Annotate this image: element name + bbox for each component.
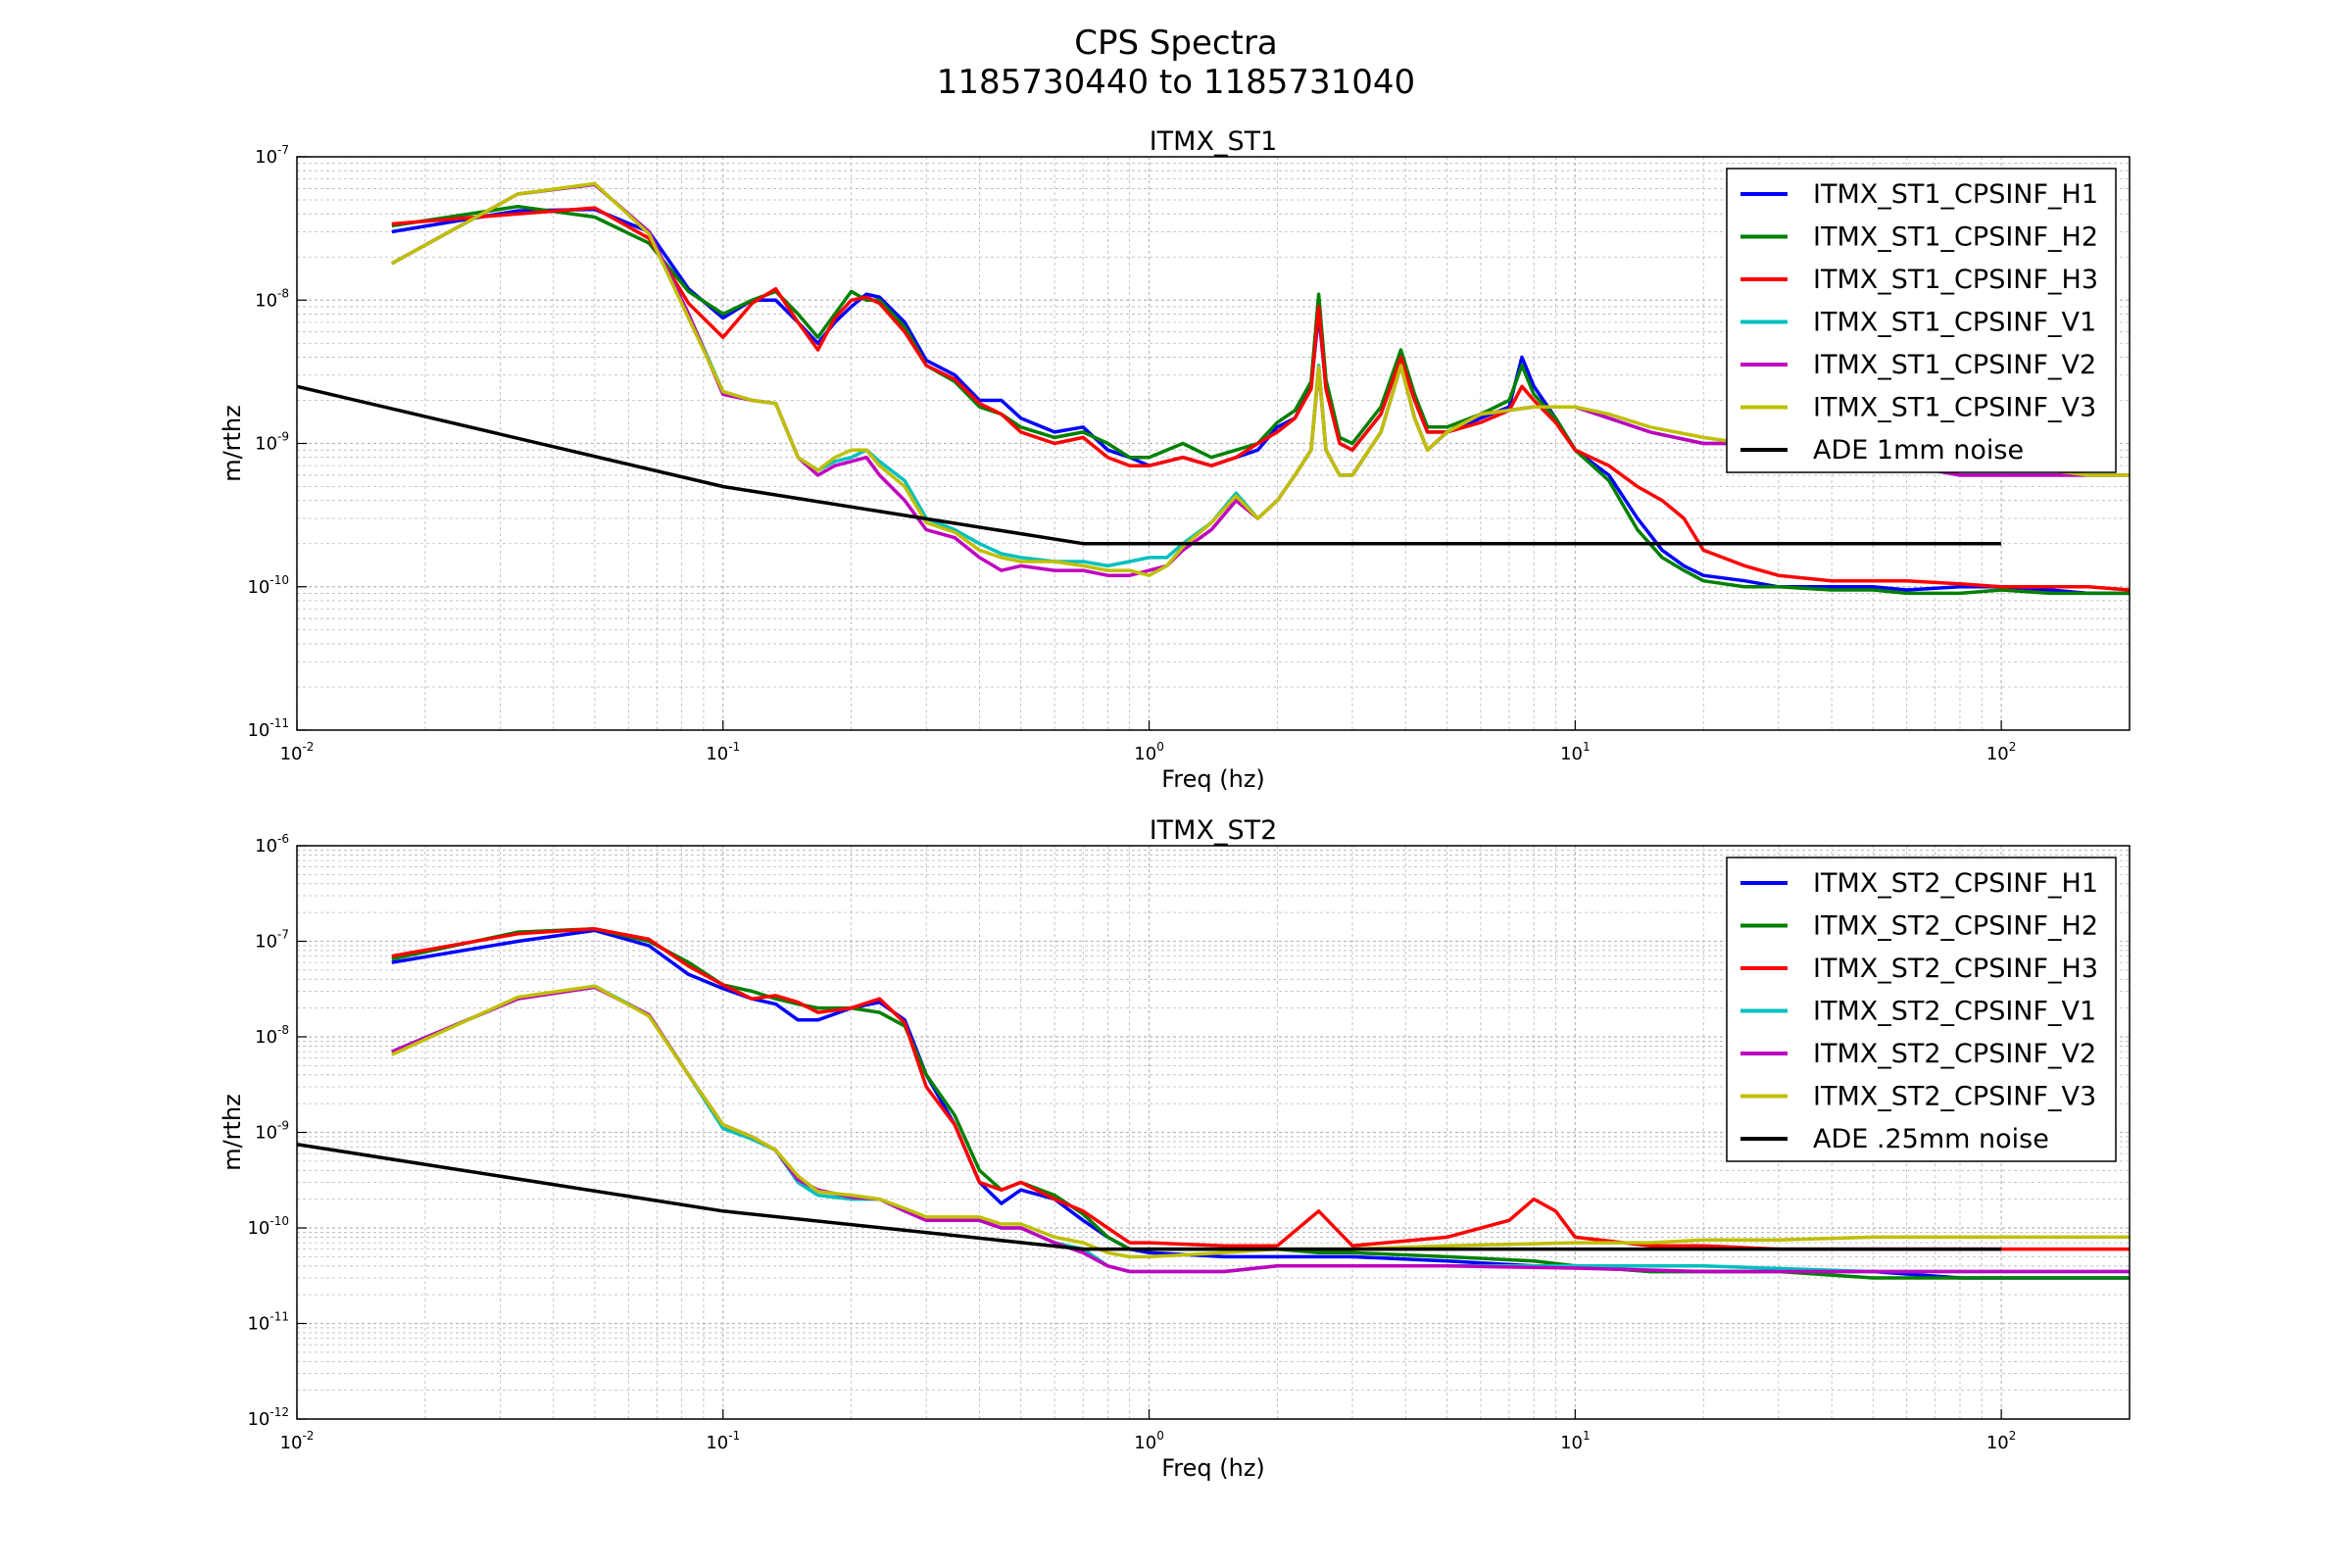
y-tick-label: 10-8 (255, 286, 289, 311)
chart-2: 10-2 10-1 100 101 102 10-12 10-11 10-10 10-9 10-8… (219, 815, 2131, 1482)
x-tick-label: 102 (1986, 740, 2017, 764)
y-tick-label: 10-12 (247, 1405, 289, 1430)
y-tick-label: 10-11 (247, 1310, 289, 1335)
chart-title: ITMX_ST1 (1150, 126, 1278, 157)
y-tick-label: 10-10 (247, 1214, 289, 1239)
series-group (297, 181, 2130, 596)
legend-label: ADE 1mm noise (1813, 435, 2024, 466)
y-tick-label: 10-10 (247, 573, 289, 598)
legend-label: ITMX_ST1_CPSINF_V3 (1813, 393, 2096, 423)
legend-label: ITMX_ST2_CPSINF_V2 (1813, 1039, 2096, 1069)
x-axis-label: Freq (hz) (1161, 1454, 1265, 1482)
x-tick-label: 10-1 (706, 740, 740, 764)
legend-label: ITMX_ST1_CPSINF_H2 (1813, 222, 2098, 253)
legend-box (1726, 168, 2117, 473)
x-tick-label: 100 (1134, 740, 1164, 764)
y-tick-label: 10-9 (255, 430, 289, 455)
legend-label: ITMX_ST2_CPSINF_H1 (1813, 868, 2098, 899)
legend-label: ITMX_ST2_CPSINF_V3 (1813, 1082, 2096, 1112)
x-tick-label: 10-2 (280, 1429, 315, 1453)
chart-title: ITMX_ST2 (1150, 815, 1278, 846)
series-line-7 (297, 1142, 2002, 1251)
legend-label: ITMX_ST1_CPSINF_H3 (1813, 265, 2098, 295)
legend-label: ITMX_ST2_CPSINF_V1 (1813, 997, 2096, 1027)
x-tick-label: 101 (1560, 1429, 1591, 1453)
x-axis-label: Freq (hz) (1161, 765, 1265, 793)
x-tick-label: 100 (1134, 1429, 1164, 1453)
x-tick-label: 10-1 (706, 1429, 740, 1453)
series-line-6 (391, 984, 2130, 1259)
series-group (297, 927, 2130, 1280)
figure-title-line-2: 1185730440 to 1185731040 (936, 63, 1416, 102)
x-tick-label: 102 (1986, 1429, 2017, 1453)
y-tick-label: 10-6 (255, 832, 289, 857)
series-line-6 (390, 181, 2130, 577)
figure-title-line-1: CPS Spectra (1074, 24, 1278, 63)
y-tick-label: 10-8 (255, 1023, 289, 1048)
legend-label: ITMX_ST1_CPSINF_V2 (1813, 350, 2096, 380)
legend-label: ADE .25mm noise (1813, 1124, 2049, 1154)
x-tick-label: 10-2 (280, 740, 315, 764)
legend: ITMX_ST2_CPSINF_H1 ITMX_ST2_CPSINF_H2 ITMX… (1726, 857, 2117, 1162)
legend-box (1726, 857, 2117, 1162)
legend-label: ITMX_ST2_CPSINF_H3 (1813, 954, 2098, 984)
x-tick-label: 101 (1560, 740, 1591, 764)
legend: ITMX_ST1_CPSINF_H1 ITMX_ST1_CPSINF_H2 ITMX… (1726, 168, 2117, 473)
legend-label: ITMX_ST1_CPSINF_V1 (1813, 308, 2096, 338)
legend-label: ITMX_ST1_CPSINF_H1 (1813, 179, 2098, 210)
series-line-7 (297, 384, 2002, 546)
series-line-2 (391, 204, 2130, 596)
y-tick-label: 10-11 (247, 716, 289, 741)
legend-label: ITMX_ST2_CPSINF_H2 (1813, 911, 2098, 942)
y-tick-label: 10-7 (255, 143, 289, 168)
series-line-3 (391, 927, 2130, 1251)
y-axis-label: m/rthz (219, 405, 246, 482)
y-axis-label: m/rthz (219, 1094, 246, 1171)
y-tick-label: 10-9 (255, 1119, 289, 1144)
y-tick-label: 10-7 (255, 928, 289, 953)
chart-1: 10-2 10-1 100 101 102 10-11 10-10 10-9 10-8 10-7 I… (219, 126, 2131, 793)
